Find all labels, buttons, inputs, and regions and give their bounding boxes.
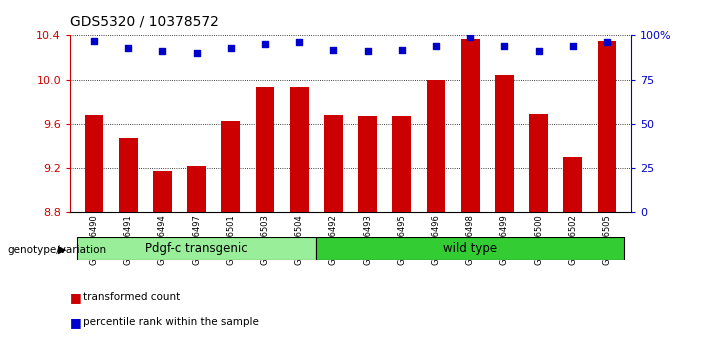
Point [225, 45, 236, 51]
Point [294, 40, 305, 45]
Point [157, 48, 168, 54]
Point [123, 45, 134, 51]
Bar [222, 121, 240, 212]
Text: Pdgf-c transgenic: Pdgf-c transgenic [145, 242, 248, 255]
Text: GDS5320 / 10378572: GDS5320 / 10378572 [70, 14, 219, 28]
Point [362, 48, 373, 54]
Bar [290, 87, 308, 212]
Bar [597, 41, 616, 212]
Point [259, 41, 271, 47]
Text: ■: ■ [70, 291, 82, 304]
Text: wild type: wild type [443, 242, 497, 255]
Text: percentile rank within the sample: percentile rank within the sample [83, 317, 259, 327]
Bar [529, 114, 548, 212]
Bar [77, 237, 316, 260]
Bar [153, 171, 172, 212]
Bar [256, 87, 274, 212]
Bar [85, 115, 104, 212]
Text: ▶: ▶ [58, 245, 67, 255]
Point [88, 38, 100, 44]
Text: transformed count: transformed count [83, 292, 180, 302]
Point [499, 43, 510, 49]
Bar [324, 115, 343, 212]
Point [465, 34, 476, 40]
Bar [316, 237, 624, 260]
Bar [187, 166, 206, 212]
Point [191, 50, 202, 56]
Point [533, 48, 544, 54]
Point [567, 43, 578, 49]
Text: ■: ■ [70, 316, 82, 329]
Point [430, 43, 442, 49]
Bar [427, 80, 445, 212]
Bar [119, 138, 137, 212]
Bar [564, 157, 582, 212]
Point [328, 47, 339, 52]
Point [601, 40, 613, 45]
Bar [461, 39, 479, 212]
Bar [358, 116, 377, 212]
Text: genotype/variation: genotype/variation [7, 245, 106, 255]
Bar [393, 116, 411, 212]
Point [396, 47, 407, 52]
Bar [495, 75, 514, 212]
